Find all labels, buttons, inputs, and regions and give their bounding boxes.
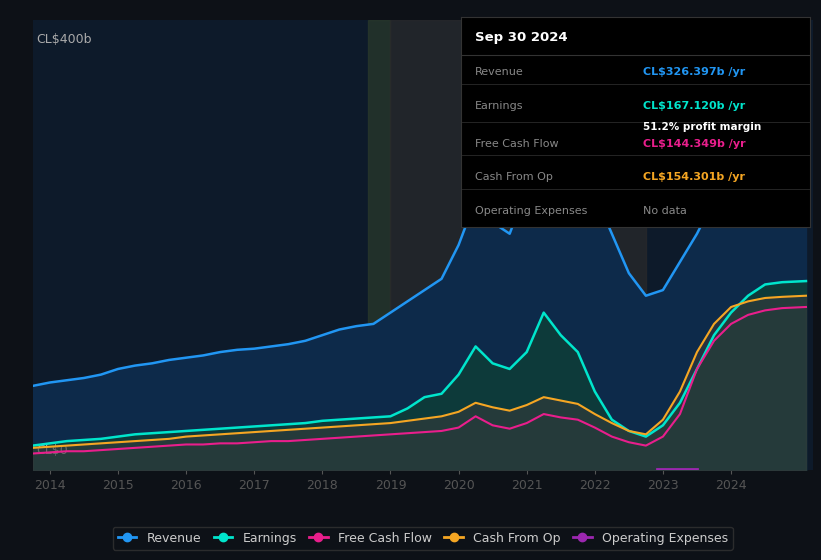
Text: 51.2% profit margin: 51.2% profit margin [643,122,761,132]
Text: CL$144.349b /yr: CL$144.349b /yr [643,139,745,148]
Text: Sep 30 2024: Sep 30 2024 [475,31,568,44]
Text: CL$0: CL$0 [37,444,68,457]
Text: Operating Expenses: Operating Expenses [475,206,588,216]
Text: CL$400b: CL$400b [37,33,92,46]
Text: Cash From Op: Cash From Op [475,172,553,182]
Text: Revenue: Revenue [475,67,524,77]
Legend: Revenue, Earnings, Free Cash Flow, Cash From Op, Operating Expenses: Revenue, Earnings, Free Cash Flow, Cash … [112,527,733,550]
Bar [391,20,646,470]
Text: CL$326.397b /yr: CL$326.397b /yr [643,67,745,77]
Text: Earnings: Earnings [475,101,524,111]
Text: Free Cash Flow: Free Cash Flow [475,139,559,148]
Text: CL$167.120b /yr: CL$167.120b /yr [643,101,745,111]
Text: CL$154.301b /yr: CL$154.301b /yr [643,172,745,182]
Bar [368,20,391,470]
Text: No data: No data [643,206,686,216]
